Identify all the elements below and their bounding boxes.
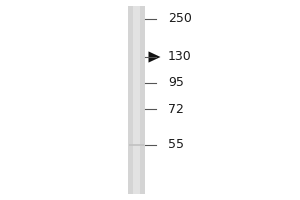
Bar — [129, 144, 144, 146]
Text: 55: 55 — [168, 138, 184, 152]
Polygon shape — [148, 51, 160, 63]
Bar — [128, 6, 145, 194]
Bar — [133, 6, 140, 194]
Text: 72: 72 — [168, 103, 184, 116]
Text: 130: 130 — [168, 50, 192, 63]
Text: 250: 250 — [168, 12, 192, 25]
Text: 95: 95 — [168, 76, 184, 90]
